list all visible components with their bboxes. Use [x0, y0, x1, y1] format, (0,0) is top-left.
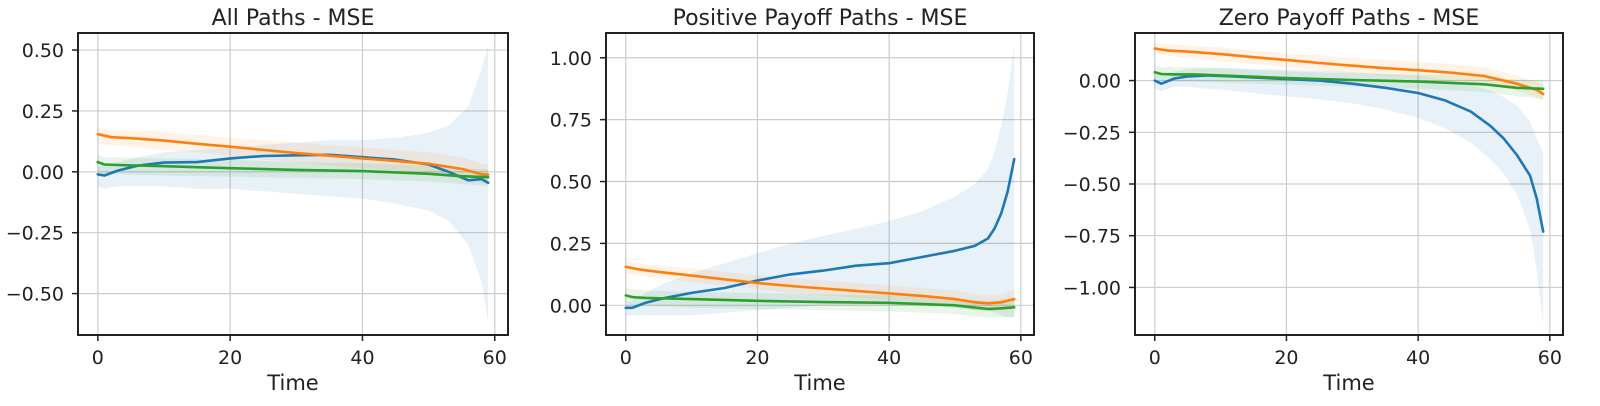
plot-area	[624, 45, 1016, 318]
series-1-confidence-band	[97, 45, 489, 323]
series-2-line	[96, 132, 490, 176]
plot-area	[1153, 43, 1545, 325]
series-3-line	[96, 160, 490, 179]
x-tick-label: 20	[1274, 347, 1298, 369]
series-2-line	[624, 265, 1016, 305]
x-tick-label: 0	[620, 347, 632, 369]
series-3-line	[1153, 71, 1545, 91]
x-tick-label: 40	[1406, 347, 1430, 369]
x-axis-label: Time	[793, 371, 845, 395]
series-2-line	[1153, 47, 1545, 96]
x-tick-label: 20	[218, 347, 242, 369]
y-tick-label: 1.00	[550, 48, 592, 70]
y-tick-label: −0.25	[6, 223, 64, 245]
panel-title: All Paths - MSE	[212, 6, 375, 31]
series-1-confidence-band	[1154, 68, 1544, 325]
chart-panel-1: 0 20 40 60 −0.50 −0.25 0.00 0.25 0.50 All Paths -…	[6, 6, 509, 395]
x-tick-label: 20	[745, 347, 769, 369]
y-tick-label: 0.75	[550, 110, 592, 132]
y-tick-label: 0.50	[22, 40, 64, 62]
y-tick-label: −0.50	[1063, 174, 1121, 196]
x-axis-label: Time	[266, 371, 318, 395]
y-tick-label: −0.75	[1063, 226, 1121, 248]
x-tick-label: 0	[92, 347, 104, 369]
y-tick-label: 0.25	[550, 233, 592, 255]
y-tick-label: −1.00	[1063, 277, 1121, 299]
x-tick-label: 40	[877, 347, 901, 369]
series-2-confidence-band	[625, 260, 1015, 312]
panel-title: Positive Payoff Paths - MSE	[673, 6, 968, 31]
y-tick-label: −0.25	[1063, 122, 1121, 144]
series-3-line	[624, 294, 1016, 311]
panel-title: Zero Payoff Paths - MSE	[1219, 6, 1480, 31]
y-tick-label: 0.00	[22, 162, 64, 184]
plot-area	[96, 45, 490, 323]
y-tick-label: −0.50	[6, 284, 64, 306]
x-tick-label: 0	[1149, 347, 1161, 369]
x-tick-label: 60	[483, 347, 507, 369]
x-axis-label: Time	[1322, 371, 1374, 395]
x-tick-label: 60	[1538, 347, 1562, 369]
series-1-line	[1153, 74, 1545, 233]
plot-frame	[77, 32, 509, 336]
plot-frame	[605, 32, 1035, 336]
x-tick-label: 40	[350, 347, 374, 369]
chart-panel-2: 0 20 40 60 0.00 0.25 0.50 0.75 1.00 Positive Payo…	[550, 6, 1035, 395]
y-tick-label: 0.00	[1079, 71, 1121, 93]
y-tick-label: 0.00	[550, 295, 592, 317]
y-tick-label: 0.25	[22, 101, 64, 123]
chart-panel-3: 0 20 40 60 −1.00 −0.75 −0.50 −0.25 0.00 Zero Payo…	[1063, 6, 1564, 395]
x-tick-label: 60	[1009, 347, 1033, 369]
y-tick-label: 0.50	[550, 172, 592, 194]
series-1-confidence-band	[625, 45, 1015, 318]
